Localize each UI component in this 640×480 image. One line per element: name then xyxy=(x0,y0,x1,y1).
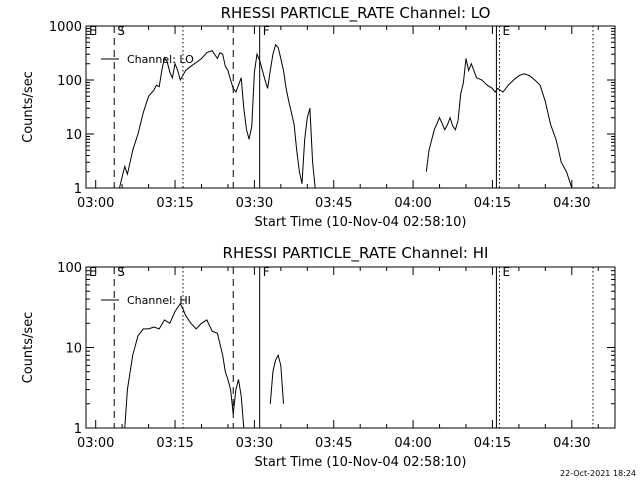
y-axis-label: Counts/sec xyxy=(21,71,36,143)
series-line xyxy=(425,58,573,189)
y-tick-label: 100 xyxy=(57,261,82,276)
series-line xyxy=(124,302,245,429)
x-tick-label: 03:45 xyxy=(315,196,352,211)
x-tick-label: 03:15 xyxy=(156,436,193,451)
y-axis-label: Counts/sec xyxy=(21,312,36,384)
series-line xyxy=(269,353,284,404)
x-tick-label: 03:00 xyxy=(77,436,114,451)
x-tick-label: 04:30 xyxy=(553,196,590,211)
x-tick-label: 03:00 xyxy=(77,196,114,211)
event-marker-label: E xyxy=(503,265,511,279)
y-tick-label: 100 xyxy=(57,74,82,89)
x-tick-label: 03:30 xyxy=(236,196,273,211)
x-tick-label: 04:00 xyxy=(394,436,431,451)
x-axis-label: Start Time (10-Nov-04 02:58:10) xyxy=(255,455,467,470)
chart-title: RHESSI PARTICLE_RATE Channel: HI xyxy=(223,244,489,263)
event-marker-label: F xyxy=(263,265,270,279)
chart-title: RHESSI PARTICLE_RATE Channel: LO xyxy=(221,4,491,23)
y-tick-label: 1000 xyxy=(49,20,82,35)
y-tick-label: 1 xyxy=(74,182,82,197)
panel-lo: RHESSI PARTICLE_RATE Channel: LO Start Ti… xyxy=(21,4,616,230)
x-tick-label: 04:15 xyxy=(474,196,511,211)
x-axis-label: Start Time (10-Nov-04 02:58:10) xyxy=(255,215,467,230)
x-tick-label: 03:15 xyxy=(156,196,193,211)
event-marker-label: E xyxy=(503,24,511,38)
legend-label: Channel: HI xyxy=(127,294,191,307)
x-tick-label: 04:15 xyxy=(474,436,511,451)
panel-hi: RHESSI PARTICLE_RATE Channel: HI Start Ti… xyxy=(21,244,616,470)
x-tick-label: 03:45 xyxy=(315,436,352,451)
plot-frame xyxy=(85,25,616,189)
timestamp-label: 22-Oct-2021 18:24 xyxy=(560,469,636,478)
y-tick-label: 1 xyxy=(74,422,82,437)
x-tick-label: 04:00 xyxy=(394,196,431,211)
legend-label: Channel: LO xyxy=(127,53,194,66)
plot-frame xyxy=(85,266,616,429)
event-marker-label: E xyxy=(89,24,97,38)
x-tick-label: 03:30 xyxy=(236,436,273,451)
y-tick-label: 10 xyxy=(65,342,82,357)
y-tick-label: 10 xyxy=(65,128,82,143)
event-marker-label: E xyxy=(89,265,97,279)
event-marker-label: F xyxy=(263,24,270,38)
series-line xyxy=(119,43,316,189)
event-marker-label: S xyxy=(117,24,125,38)
event-marker-label: S xyxy=(117,265,125,279)
x-tick-label: 04:30 xyxy=(553,436,590,451)
